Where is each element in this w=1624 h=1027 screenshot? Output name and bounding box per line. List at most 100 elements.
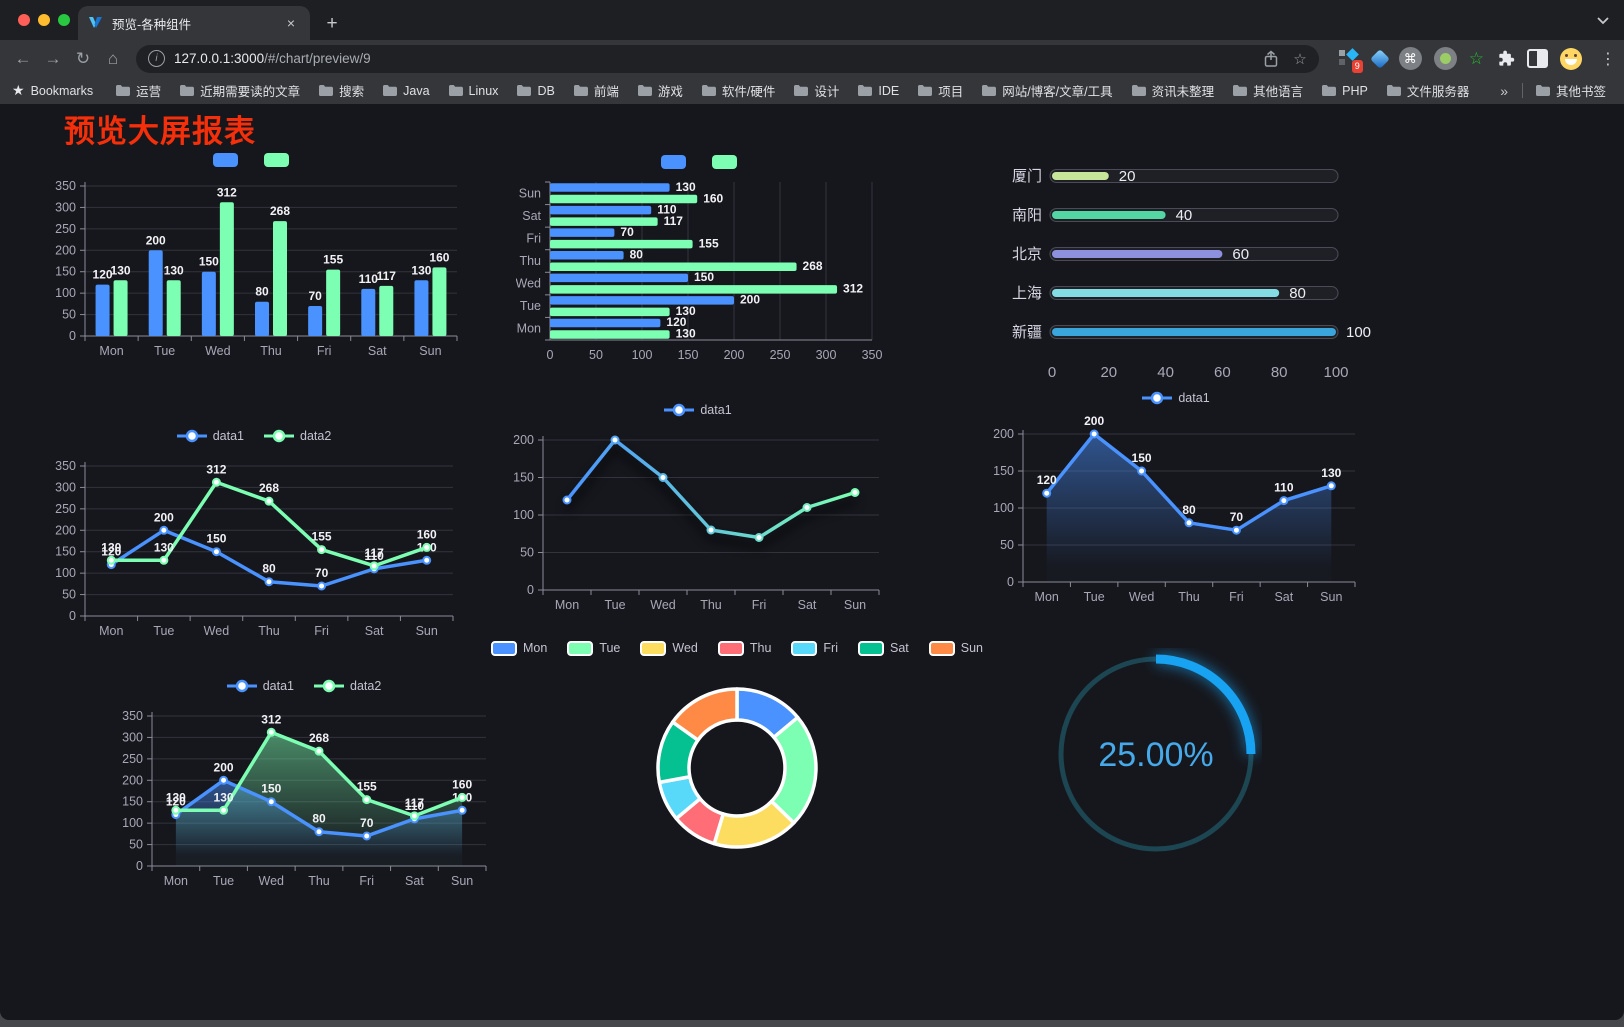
- data-point[interactable]: [314, 746, 324, 756]
- bookmark-folder-近期需要读的文章[interactable]: 近期需要读的文章: [171, 78, 308, 103]
- capsule-fill[interactable]: [1052, 328, 1336, 336]
- legend-item-Mon[interactable]: Mon: [490, 640, 547, 656]
- legend-item-data1[interactable]: data1: [226, 679, 294, 693]
- data-point[interactable]: [314, 827, 324, 837]
- chart-canvas[interactable]: [631, 662, 843, 874]
- legend-item-data2[interactable]: data2: [264, 429, 331, 443]
- green-star-extension-icon[interactable]: ☆: [1468, 48, 1484, 68]
- bar[interactable]: [201, 271, 216, 336]
- puzzle-extensions-icon[interactable]: [1496, 49, 1515, 68]
- chart-canvas[interactable]: 0 50 100 150 200 250 300 350 Mon Tue Wed Thu Fri Sat S…: [45, 174, 463, 364]
- bar[interactable]: [95, 284, 110, 336]
- chart-donut[interactable]: Mon Tue Wed Thu Fri Sat Sun: [490, 638, 983, 874]
- bookmark-folder-游戏[interactable]: 游戏: [629, 78, 691, 103]
- new-tab-button[interactable]: +: [326, 13, 338, 34]
- bookmark-folder-资讯未整理[interactable]: 资讯未整理: [1123, 78, 1223, 103]
- capsule-fill[interactable]: [1052, 250, 1223, 258]
- bookmark-folder-PHP[interactable]: PHP: [1313, 81, 1376, 101]
- bookmark-folder-搜索[interactable]: 搜索: [310, 78, 372, 103]
- data-point[interactable]: [1326, 481, 1336, 491]
- bar[interactable]: [550, 296, 734, 305]
- command-extension-icon[interactable]: ⌘: [1398, 47, 1422, 70]
- bar[interactable]: [113, 280, 128, 336]
- chart-line-two-series[interactable]: data1 data2 0 50 100 150 200 250 300 350 Mon Tue Wed…: [45, 426, 463, 646]
- legend-item-Tue[interactable]: Tue: [567, 640, 620, 656]
- data-point[interactable]: [264, 577, 274, 587]
- bar[interactable]: [255, 301, 269, 336]
- home-button[interactable]: ⌂: [107, 48, 119, 68]
- bar[interactable]: [361, 288, 376, 336]
- chart-line-area-two[interactable]: data1 data2 0 50 100 150 200 250 300 350 Mon Tue Wed…: [112, 676, 496, 896]
- record-extension-icon[interactable]: [1433, 47, 1457, 70]
- legend-item-data1[interactable]: data1: [664, 403, 732, 417]
- minimize-window-button[interactable]: [38, 14, 50, 26]
- data-point[interactable]: [159, 555, 169, 565]
- bookmark-folder-项目[interactable]: 项目: [909, 78, 971, 103]
- data-point[interactable]: [754, 533, 764, 542]
- chart-canvas[interactable]: 0 50 100 150 200 250 300 350 Mon Tue Wed Thu Fri Sat S…: [45, 450, 463, 646]
- share-icon[interactable]: [1263, 50, 1279, 68]
- bookmarks-star-icon[interactable]: ★: [12, 82, 25, 98]
- data-point[interactable]: [457, 792, 467, 802]
- legend-item-undefined[interactable]: [264, 153, 295, 167]
- bar[interactable]: [550, 217, 658, 226]
- chart-canvas[interactable]: 25.00%: [1050, 648, 1262, 860]
- chart-ring-progress[interactable]: 25.00%: [1050, 648, 1262, 860]
- address-bar[interactable]: i 127.0.0.1:3000/#/chart/preview/9 ☆: [136, 44, 1319, 73]
- bar[interactable]: [326, 269, 341, 336]
- data-point[interactable]: [422, 555, 432, 565]
- capsule-fill[interactable]: [1052, 172, 1109, 180]
- series-line-data1[interactable]: [565, 438, 857, 540]
- bar[interactable]: [550, 273, 688, 283]
- data-point[interactable]: [211, 477, 221, 487]
- bar[interactable]: [550, 318, 661, 328]
- chart-capsule-progress[interactable]: 厦门 20 南阳 40 北京 60 上海 80 新疆 100 0 20 40 60 80 100: [1000, 156, 1372, 388]
- data-point[interactable]: [362, 831, 372, 841]
- other-bookmarks-folder[interactable]: 其他书签: [1529, 78, 1612, 103]
- data-point[interactable]: [562, 495, 572, 505]
- data-point[interactable]: [266, 727, 276, 737]
- legend-item-Wed[interactable]: Wed: [640, 640, 698, 656]
- forward-button[interactable]: →: [44, 48, 62, 68]
- bar[interactable]: [273, 221, 287, 336]
- data-point[interactable]: [658, 473, 668, 482]
- bar[interactable]: [550, 330, 670, 339]
- bookmarks-overflow-button[interactable]: »: [1500, 82, 1508, 99]
- bookmark-folder-Java[interactable]: Java: [374, 81, 437, 101]
- tab-close-button[interactable]: ×: [286, 15, 296, 31]
- bookmark-folder-文件服务器[interactable]: 文件服务器: [1378, 78, 1478, 103]
- bar[interactable]: [432, 267, 447, 336]
- bar[interactable]: [550, 194, 698, 204]
- chart-canvas[interactable]: 厦门 20 南阳 40 北京 60 上海 80 新疆 100 0 20 40 60 80 100: [1000, 156, 1372, 388]
- browser-menu-icon[interactable]: ⋮: [1600, 50, 1616, 68]
- data-point[interactable]: [457, 805, 467, 815]
- zoom-window-button[interactable]: [58, 14, 70, 26]
- legend-item-Sat[interactable]: Sat: [858, 640, 909, 656]
- pie-slice-Sun[interactable]: [671, 687, 739, 742]
- bookmark-folder-DB[interactable]: DB: [508, 81, 562, 101]
- bar[interactable]: [550, 183, 670, 192]
- data-point[interactable]: [850, 488, 860, 497]
- emoji-extension-icon[interactable]: [1560, 47, 1582, 70]
- site-info-icon[interactable]: i: [148, 50, 165, 67]
- data-point[interactable]: [317, 581, 327, 591]
- data-point[interactable]: [159, 525, 169, 535]
- bar[interactable]: [550, 285, 838, 294]
- legend-item-undefined[interactable]: [712, 155, 743, 169]
- bookmark-folder-运营[interactable]: 运营: [107, 78, 169, 103]
- data-point[interactable]: [171, 805, 181, 815]
- data-point[interactable]: [802, 503, 812, 512]
- legend-item-undefined[interactable]: [661, 155, 692, 169]
- legend-item-data1[interactable]: data1: [176, 429, 244, 443]
- chart-area-single[interactable]: data1 0 50 100 150 200 Mon Tue Wed Thu Fri Sat Sun 12…: [985, 388, 1367, 612]
- bookmark-folder-IDE[interactable]: IDE: [849, 81, 907, 101]
- bookmark-folder-设计[interactable]: 设计: [785, 78, 847, 103]
- capsule-fill[interactable]: [1052, 289, 1280, 297]
- browser-tab[interactable]: 预览-各种组件 ×: [78, 6, 310, 40]
- tab-search-chevron-icon[interactable]: [1596, 16, 1610, 26]
- legend-item-undefined[interactable]: [213, 153, 244, 167]
- data-point[interactable]: [1042, 488, 1052, 498]
- back-button[interactable]: ←: [14, 48, 32, 68]
- data-point[interactable]: [409, 811, 419, 821]
- bar[interactable]: [550, 251, 624, 260]
